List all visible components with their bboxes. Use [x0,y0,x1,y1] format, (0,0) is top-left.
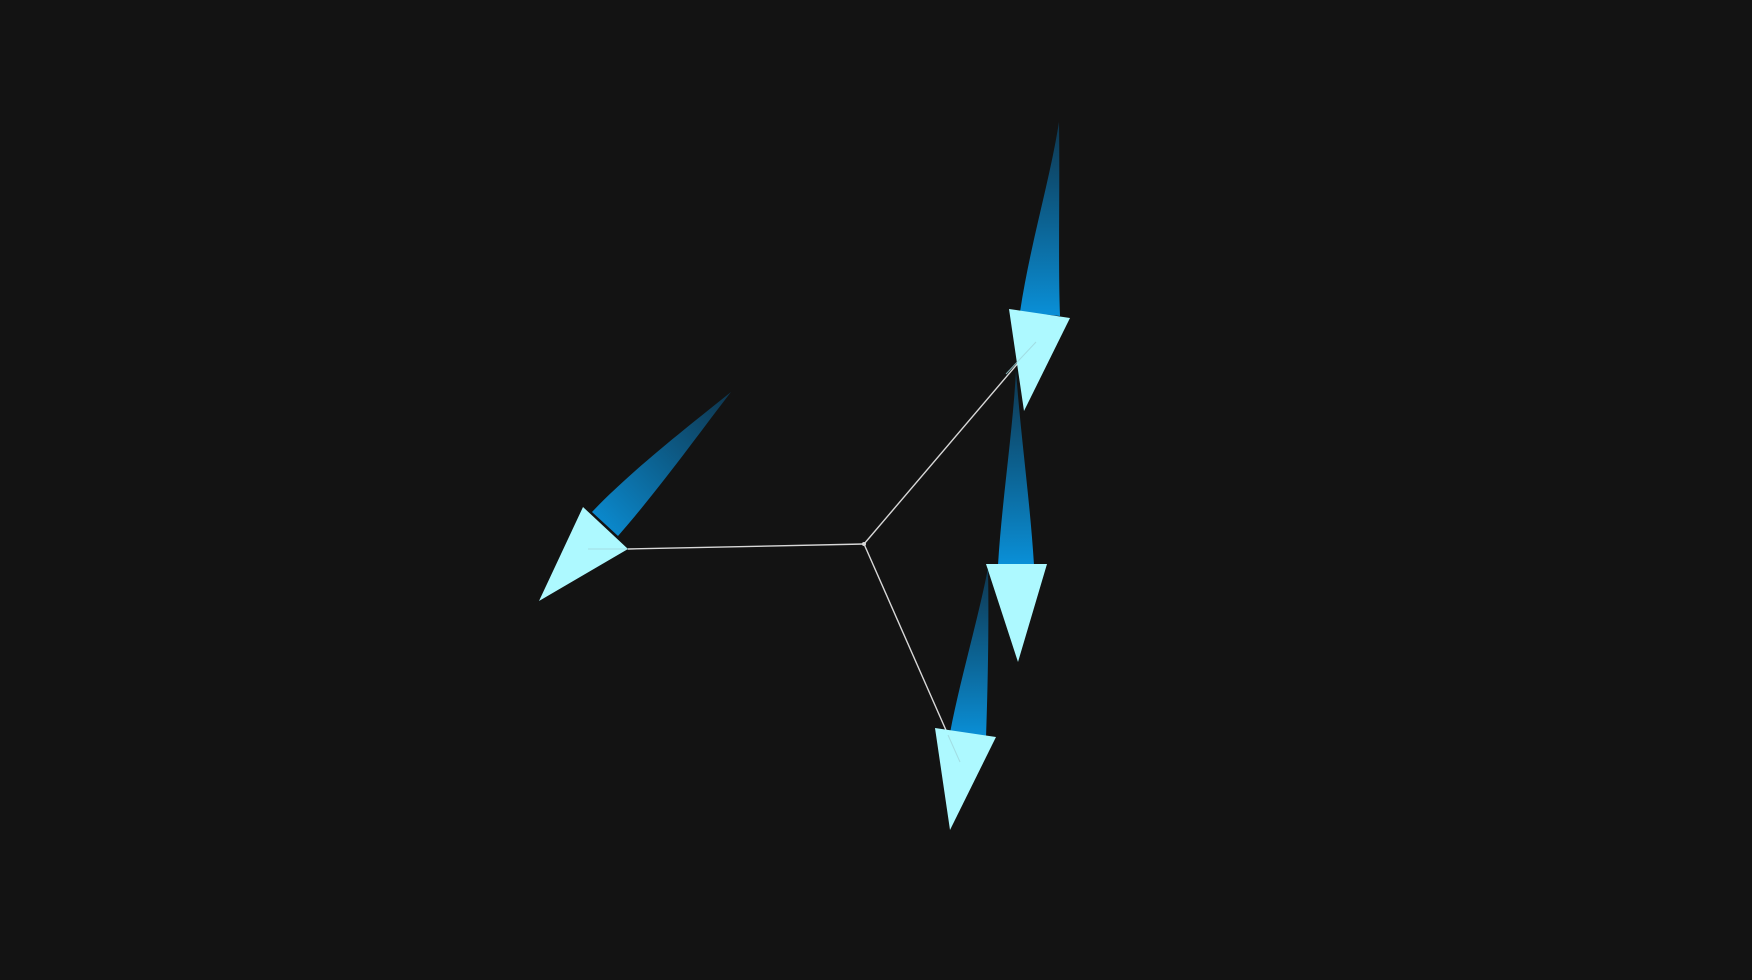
edge-upper-right [863,341,1037,545]
arrow-head [986,564,1047,662]
arrow-lower-right[interactable] [935,568,996,830]
arrow-head [1009,309,1070,411]
arrow-head [539,507,628,601]
arrow-axis [1005,341,1037,375]
arrow-trail [592,392,731,536]
edge-left [627,543,865,550]
arrow-left[interactable] [539,392,731,601]
arrow-middle-right[interactable] [986,370,1047,662]
arrow-trail [950,568,989,738]
arrow-axis [947,734,961,763]
arrow-upper-right[interactable] [1005,122,1070,411]
edge-lower-right [863,543,961,763]
arrow-trail [998,370,1034,565]
center-vertex[interactable] [862,542,866,546]
arrow-trail [1020,122,1060,316]
arrow-head [935,728,996,830]
graph-edges [627,341,1037,763]
